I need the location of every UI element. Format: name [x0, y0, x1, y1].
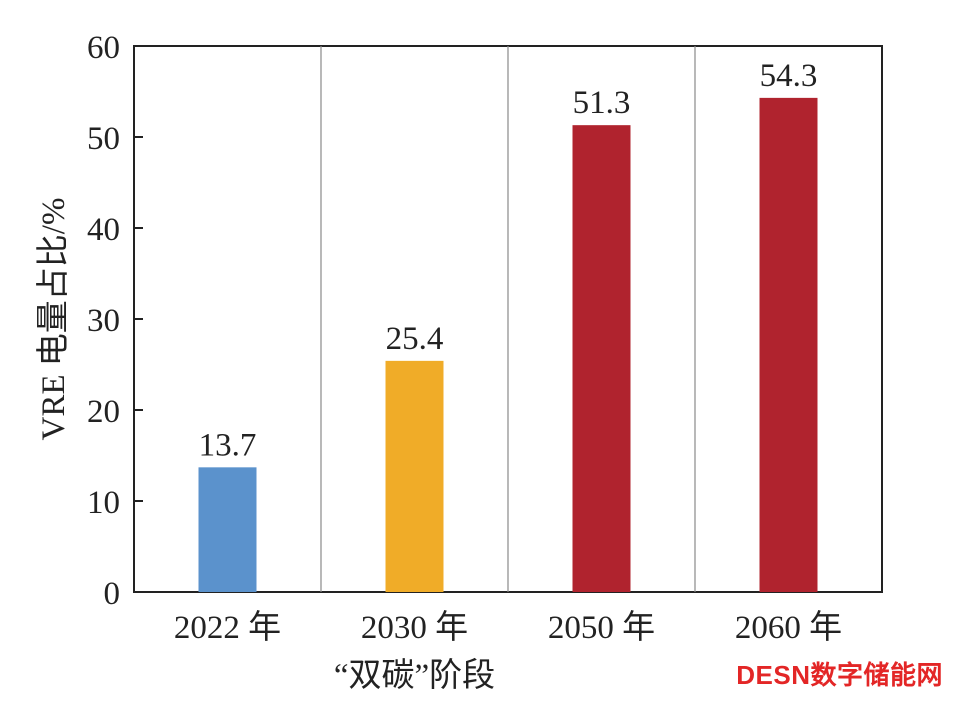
watermark-logo: DESN数字储能网	[736, 660, 943, 690]
y-axis-label: VRE 电量占比/%	[35, 198, 72, 441]
y-tick-label: 30	[87, 303, 120, 339]
y-axis: 0 10 20 30 40 50 60	[87, 30, 143, 612]
data-label: 51.3	[573, 85, 631, 121]
y-tick-label: 20	[87, 394, 120, 430]
x-tick-label: 2022 年	[174, 609, 281, 646]
y-tick-label: 40	[87, 212, 120, 248]
bar	[385, 360, 444, 592]
data-label: 25.4	[386, 321, 444, 357]
x-tick-label: 2060 年	[735, 609, 842, 646]
bars-group	[198, 97, 818, 593]
value-labels-group: 13.7 25.4 51.3 54.3	[199, 58, 818, 463]
bar	[759, 97, 818, 593]
category-separators	[320, 46, 696, 592]
group-label-dual-carbon: “双碳”阶段	[334, 657, 495, 694]
x-axis: 2022 年 2030 年 2050 年 2060 年	[174, 609, 842, 646]
y-tick-label: 50	[87, 121, 120, 157]
y-tick-label: 10	[87, 485, 120, 521]
bar	[572, 125, 631, 593]
x-tick-label: 2030 年	[361, 609, 468, 646]
data-label: 13.7	[199, 427, 257, 463]
y-tick-label: 0	[104, 576, 121, 612]
bar	[198, 467, 257, 592]
data-label: 54.3	[760, 58, 818, 94]
y-tick-label: 60	[87, 30, 120, 66]
x-tick-label: 2050 年	[548, 609, 655, 646]
